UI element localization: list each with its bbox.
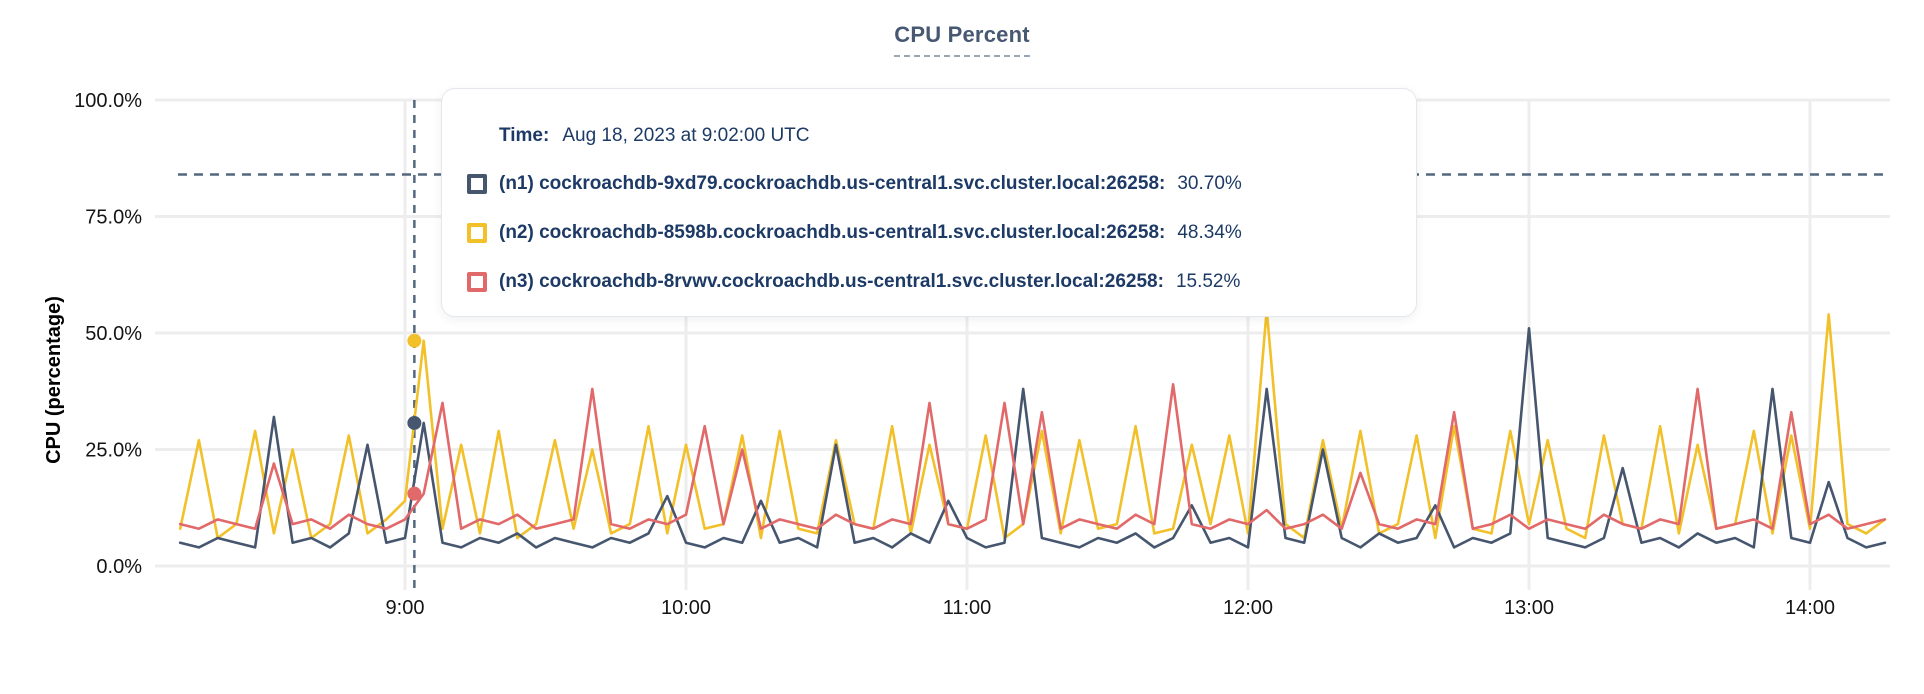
hover-dot-n1 [407, 415, 422, 430]
x-tick-label: 14:00 [1785, 597, 1835, 619]
x-tick-label: 11:00 [943, 597, 992, 619]
series-swatch-n3-icon [467, 272, 487, 292]
series-label-n3: (n3) cockroachdb-8rvwv.cockroachdb.us-ce… [499, 271, 1164, 292]
series-label-n1: (n1) cockroachdb-9xd79.cockroachdb.us-ce… [499, 173, 1166, 194]
y-tick-label: 0.0% [96, 556, 142, 578]
y-tick-label: 75.0% [85, 207, 142, 229]
y-axis-title: CPU (percentage) [43, 296, 65, 464]
tooltip-time-label: Time: [499, 125, 550, 146]
y-tick-label: 100.0% [74, 90, 142, 112]
tooltip-time-value: Aug 18, 2023 at 9:02:00 UTC [562, 125, 810, 146]
chart-title[interactable]: CPU Percent [894, 22, 1030, 57]
series-line-n3 [178, 382, 1887, 531]
tooltip-legend-row: (n1) cockroachdb-9xd79.cockroachdb.us-ce… [467, 173, 1388, 195]
series-line-n2 [178, 308, 1887, 540]
y-tick-label: 50.0% [85, 323, 142, 345]
x-tick-label: 10:00 [661, 597, 711, 619]
x-tick-label: 13:00 [1504, 597, 1554, 619]
tooltip-legend-row: (n2) cockroachdb-8598b.cockroachdb.us-ce… [467, 222, 1388, 244]
tooltip-time-row: Time: Aug 18, 2023 at 9:02:00 UTC [499, 125, 1388, 147]
hover-dot-n2 [407, 333, 422, 348]
hover-tooltip: Time: Aug 18, 2023 at 9:02:00 UTC (n1) co… [441, 88, 1417, 317]
x-tick-label: 12:00 [1223, 597, 1273, 619]
y-tick-label: 25.0% [85, 440, 142, 462]
series-value-n3: 15.52% [1175, 271, 1241, 292]
chart-header: CPU Percent [0, 22, 1924, 57]
series-swatch-n1-icon [467, 174, 487, 194]
series-swatch-n2-icon [467, 223, 487, 243]
tooltip-legend-row: (n3) cockroachdb-8rvwv.cockroachdb.us-ce… [467, 271, 1388, 293]
series-value-n2: 48.34% [1177, 222, 1242, 243]
series-value-n1: 30.70% [1177, 173, 1242, 194]
x-tick-label: 9:00 [386, 597, 425, 619]
series-label-n2: (n2) cockroachdb-8598b.cockroachdb.us-ce… [499, 222, 1166, 243]
hover-dot-n3 [407, 486, 422, 501]
